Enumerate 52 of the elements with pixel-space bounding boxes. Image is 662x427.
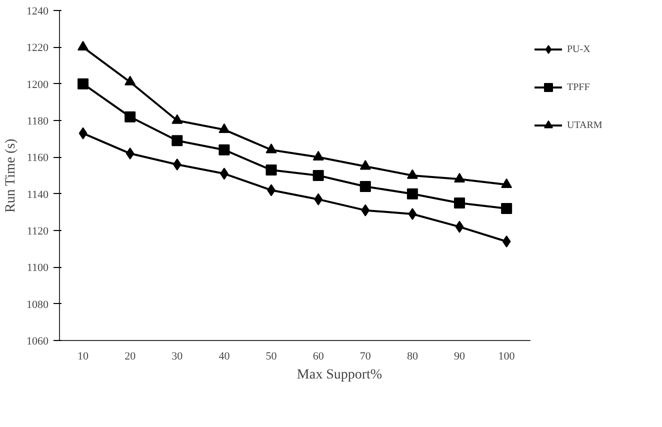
point: [312, 150, 324, 161]
x-tick-label: 10: [78, 350, 90, 362]
y-tick-label: 1200: [26, 78, 49, 91]
point: [455, 220, 464, 233]
point: [502, 236, 511, 248]
y-tick-label: 1060: [26, 336, 49, 348]
x-tick-label: 80: [406, 350, 418, 362]
point: [408, 208, 417, 220]
point: [454, 198, 465, 208]
point: [406, 188, 418, 200]
y-axis-title: Run Time (s): [4, 138, 18, 213]
point: [124, 76, 136, 86]
point: [501, 178, 512, 188]
point: [126, 148, 134, 160]
point: [78, 127, 88, 140]
x-tick-label: 100: [498, 350, 516, 362]
point: [172, 158, 182, 170]
x-tick-label: 90: [454, 350, 466, 362]
point: [78, 78, 89, 90]
point: [218, 144, 230, 156]
point: [266, 144, 277, 154]
y-tick-label: 1240: [26, 6, 49, 18]
point: [172, 114, 183, 124]
y-tick-label: 1140: [26, 188, 49, 201]
y-tick-label: 1080: [26, 298, 49, 311]
point: [406, 169, 418, 179]
x-tick-label: 30: [172, 350, 184, 362]
x-tick-label: 70: [360, 350, 372, 362]
x-tick-label: 20: [124, 350, 136, 362]
point: [501, 203, 512, 214]
x-tick-label: 50: [266, 350, 278, 362]
legend-label: UTARM: [567, 120, 602, 131]
point: [360, 181, 371, 192]
point: [172, 135, 183, 146]
legend-label: TPFF: [567, 82, 591, 93]
point: [218, 123, 230, 134]
x-tick-label: 40: [218, 350, 230, 362]
point: [312, 170, 324, 181]
point: [454, 172, 465, 183]
y-tick-label: 1220: [26, 42, 49, 54]
y-tick-label: 1180: [26, 116, 49, 128]
legend-label: PU-X: [567, 44, 592, 55]
y-tick-label: 1120: [26, 226, 49, 238]
y-tick-label: 1100: [26, 262, 49, 274]
point: [361, 204, 370, 216]
y-tick-label: 1160: [26, 152, 49, 164]
x-axis-title: Max Support%: [296, 368, 382, 382]
x-tick-label: 60: [312, 350, 324, 362]
point: [266, 164, 277, 176]
point: [124, 111, 136, 122]
point: [360, 160, 371, 170]
point: [78, 40, 89, 51]
